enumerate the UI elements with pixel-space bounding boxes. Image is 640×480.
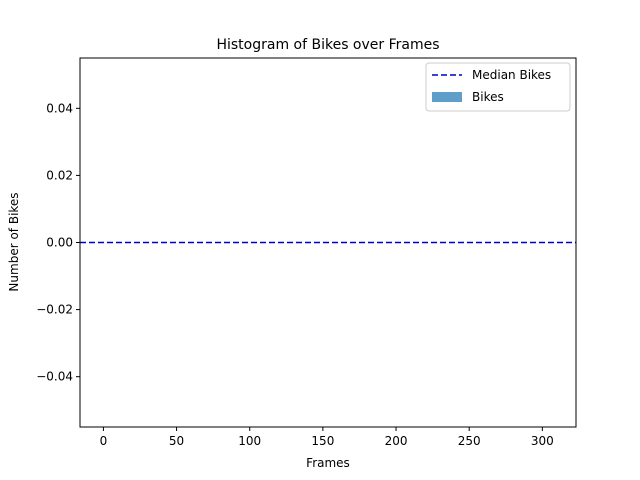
y-tick-label: 0.02 xyxy=(46,168,73,182)
x-tick-label: 0 xyxy=(100,434,108,448)
y-tick-label: 0.04 xyxy=(46,101,73,115)
x-tick-label: 50 xyxy=(169,434,184,448)
y-axis-label: Number of Bikes xyxy=(7,192,21,291)
chart-title: Histogram of Bikes over Frames xyxy=(216,37,439,53)
y-tick-label: −0.04 xyxy=(36,370,73,384)
y-tick-label: 0.00 xyxy=(46,236,73,250)
x-tick-label: 250 xyxy=(458,434,481,448)
y-axis-ticks: 0.04 0.02 0.00 −0.02 −0.04 xyxy=(36,101,80,384)
legend: Median Bikes Bikes xyxy=(425,62,571,112)
x-tick-label: 150 xyxy=(311,434,334,448)
x-axis-label: Frames xyxy=(306,456,350,470)
legend-bikes-swatch xyxy=(432,92,462,102)
legend-bikes-label: Bikes xyxy=(472,90,504,104)
y-tick-label: −0.02 xyxy=(36,303,73,317)
plot-area xyxy=(79,57,577,428)
x-tick-label: 300 xyxy=(531,434,554,448)
x-axis-ticks: 0 50 100 150 200 250 300 xyxy=(100,427,554,448)
legend-median-bikes-label: Median Bikes xyxy=(472,68,551,82)
x-tick-label: 200 xyxy=(385,434,408,448)
x-tick-label: 100 xyxy=(238,434,261,448)
